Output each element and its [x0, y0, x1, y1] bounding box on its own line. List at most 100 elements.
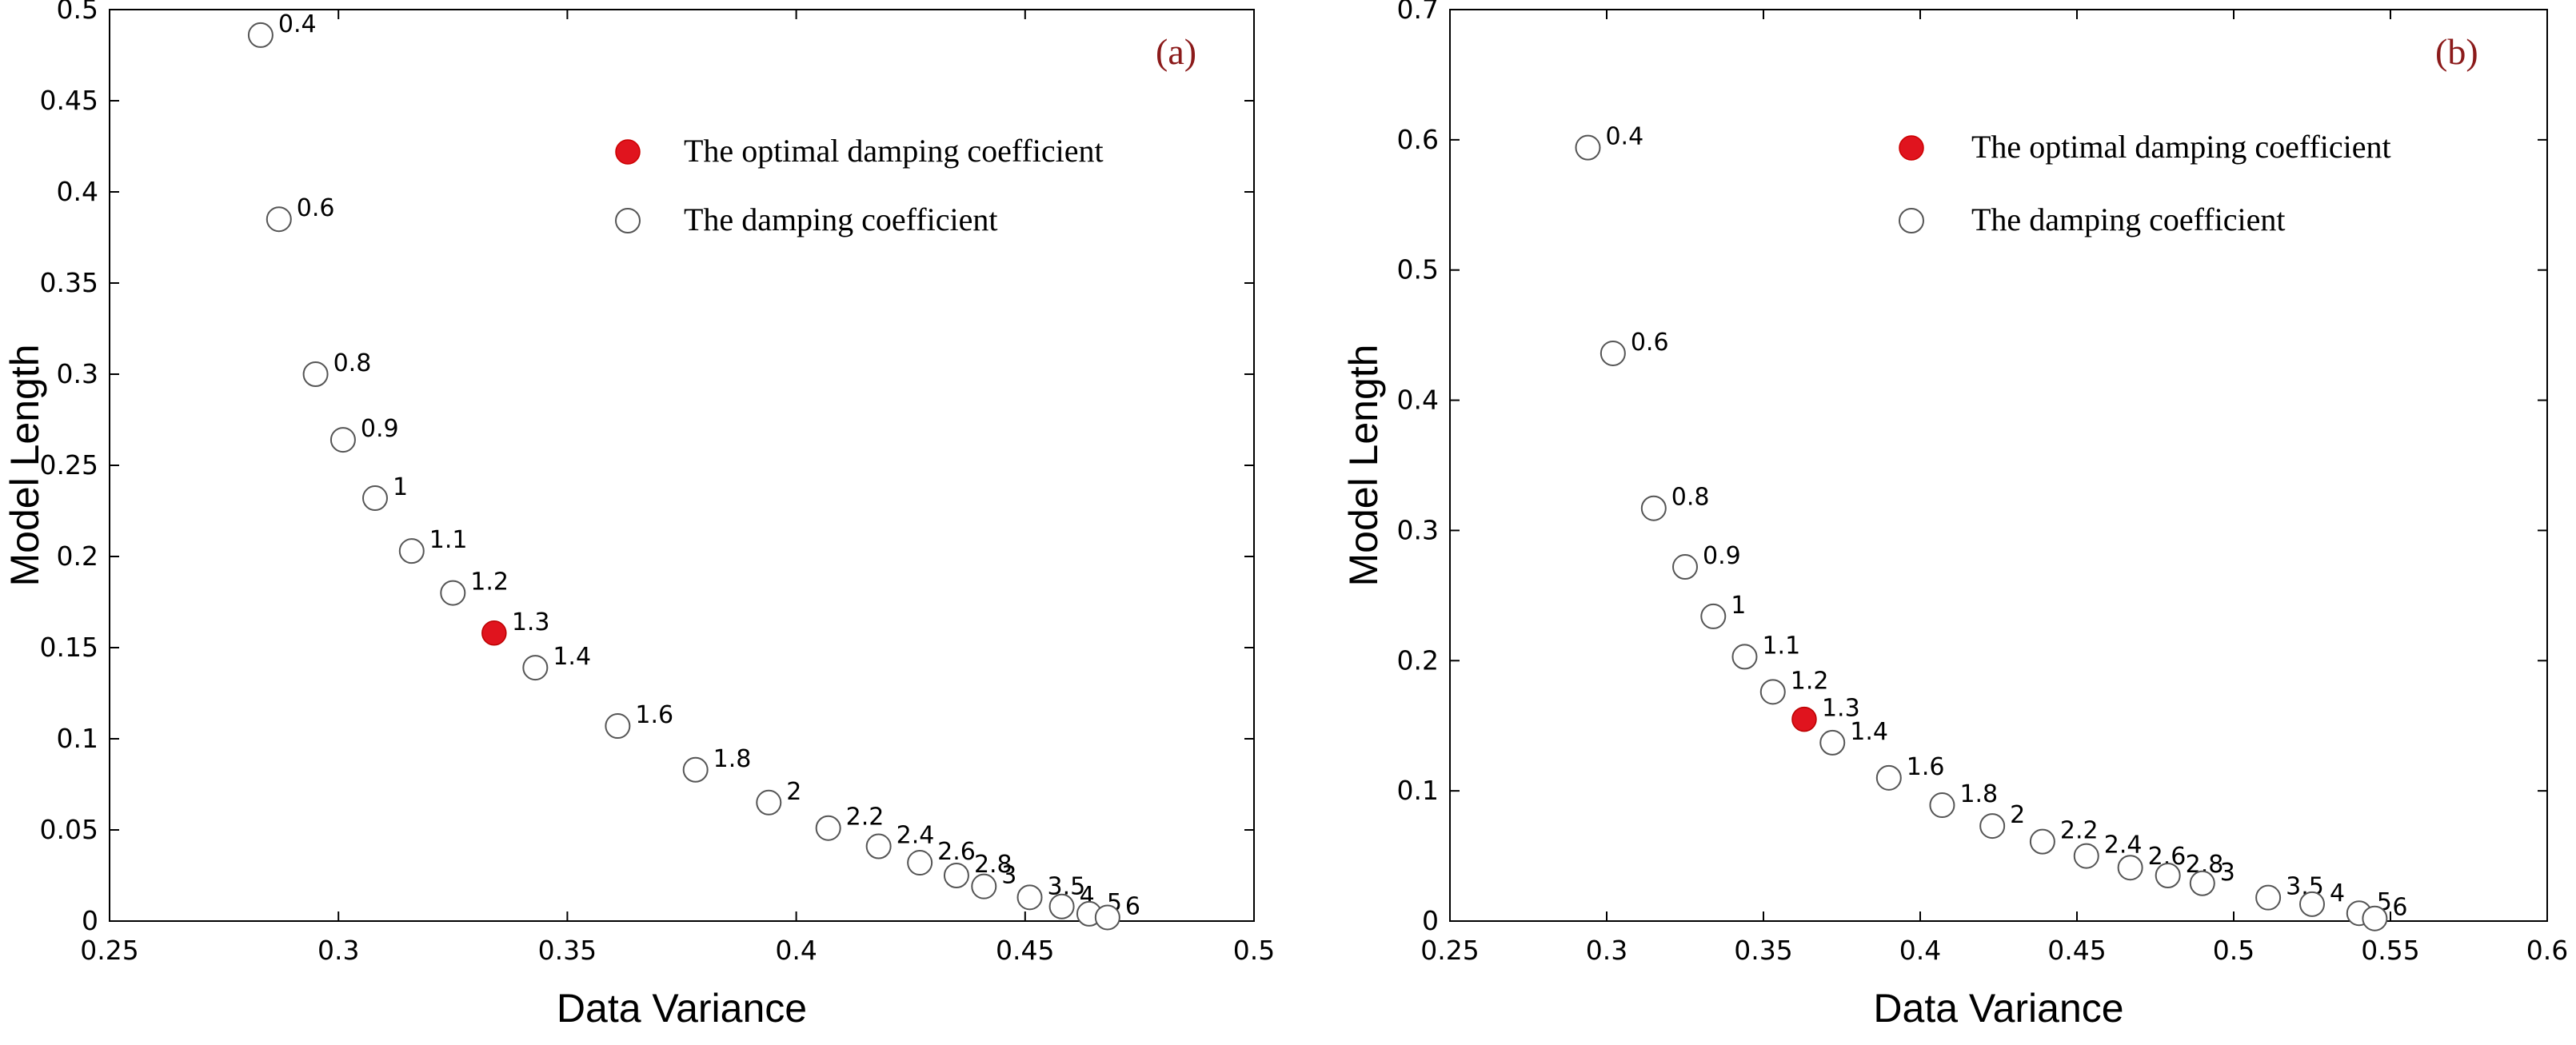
y-tick-label: 0.1 — [57, 723, 98, 754]
data-point — [2299, 891, 2325, 917]
data-point — [1731, 644, 1758, 670]
x-tick-label: 0.5 — [2213, 935, 2254, 966]
data-point-label: 2 — [786, 778, 801, 806]
y-tick-label: 0 — [1422, 905, 1439, 936]
x-tick-label: 0.35 — [1734, 935, 1792, 966]
data-point-optimal — [481, 620, 507, 646]
data-point-label: 2.4 — [2104, 832, 2143, 860]
y-tick-label: 0.5 — [57, 0, 98, 25]
data-point — [943, 863, 969, 888]
y-tick-label: 0.4 — [57, 176, 98, 207]
y-tick-label: 0.6 — [1397, 124, 1439, 155]
y-tick-label: 0.3 — [1397, 514, 1439, 545]
data-point-label: 2.4 — [897, 822, 935, 850]
legend-label: The optimal damping coefficient — [1971, 129, 2391, 165]
data-point-label: 1.1 — [429, 526, 468, 554]
x-tick-label: 0.45 — [2047, 935, 2106, 966]
x-tick-label: 0.25 — [1420, 935, 1479, 966]
data-point-label: 1.2 — [1791, 667, 1829, 695]
data-point — [1048, 893, 1075, 919]
data-point — [1875, 764, 1902, 791]
y-tick-label: 0.35 — [40, 267, 98, 298]
data-point — [1016, 884, 1043, 911]
legend-label: The damping coefficient — [684, 201, 997, 237]
data-point — [1600, 340, 1626, 366]
data-point-label: 1.4 — [553, 643, 591, 671]
data-point-label: 0.8 — [333, 349, 372, 377]
data-point — [1672, 554, 1698, 580]
y-tick-label: 0.15 — [40, 632, 98, 663]
data-point-label: 1.8 — [713, 745, 752, 773]
y-tick-label: 0 — [82, 905, 98, 936]
y-tick-label: 0.2 — [1397, 644, 1439, 676]
y-tick-label: 0.45 — [40, 85, 98, 116]
data-point — [522, 655, 549, 681]
data-point — [1640, 495, 1667, 521]
data-point — [1700, 603, 1727, 629]
legend: The optimal damping coefficient The dampi… — [1899, 129, 2391, 237]
data-point — [2362, 905, 2388, 931]
data-point — [302, 361, 329, 387]
data-point-label: 1.1 — [1762, 632, 1800, 660]
data-point-label: 0.9 — [361, 415, 399, 443]
data-point — [2155, 863, 2181, 888]
panel-label: (a) — [1156, 31, 1196, 72]
plot-frame — [1449, 9, 2548, 922]
data-point — [2029, 828, 2055, 855]
data-point — [2255, 884, 2282, 911]
data-point — [682, 756, 709, 783]
y-tick-label: 0.05 — [40, 814, 98, 845]
x-tick-label: 0.25 — [80, 935, 138, 966]
legend-marker-optimal — [1899, 135, 1924, 161]
x-tick-label: 0.4 — [775, 935, 817, 966]
data-point — [865, 833, 892, 860]
data-point-label: 1 — [1731, 592, 1746, 620]
legend-label: The damping coefficient — [1971, 201, 2285, 237]
panel-a: 0.25 0.3 0.35 0.4 0.45 0.5 0 0.05 0.1 0.15 0.2 0.25… — [2, 0, 1275, 1031]
data-point-label: 1.8 — [1959, 780, 1998, 808]
x-tick-label: 0.6 — [2526, 935, 2568, 966]
data-point-label: 2 — [2010, 801, 2025, 829]
legend: The optimal damping coefficient The dampi… — [615, 133, 1104, 237]
data-point-label: 1.6 — [1907, 753, 1945, 781]
panel-b: 0.25 0.3 0.35 0.4 0.45 0.5 0.55 0.6 0 0.1 0.2 0.3 0.… — [1341, 0, 2568, 1031]
x-tick-label: 0.4 — [1899, 935, 1941, 966]
y-axis-title: Model Length — [2, 344, 47, 586]
data-point-label: 1.4 — [1850, 718, 1888, 746]
data-point-label: 1.2 — [470, 568, 509, 596]
data-point — [605, 713, 631, 740]
data-point-label: 2.2 — [2060, 817, 2099, 845]
y-tick-label: 0.7 — [1397, 0, 1439, 25]
legend-label: The optimal damping coefficient — [684, 133, 1104, 169]
y-tick-label: 0.5 — [1397, 254, 1439, 285]
y-tick-label: 0.3 — [57, 358, 98, 389]
x-tick-label: 0.3 — [1586, 935, 1627, 966]
data-point — [1575, 134, 1601, 161]
data-point-label: 0.6 — [297, 194, 335, 222]
x-tick-label: 0.3 — [318, 935, 359, 966]
data-point-label: 6 — [2392, 894, 2407, 922]
y-tick-label: 0.25 — [40, 449, 98, 481]
x-axis-title: Data Variance — [1873, 986, 2123, 1031]
data-point-label: 2.8 — [974, 851, 1012, 879]
x-tick-label: 0.45 — [996, 935, 1054, 966]
data-point-label: 1.3 — [512, 608, 550, 636]
data-point — [2189, 870, 2215, 896]
data-point-label: 1.6 — [635, 701, 673, 729]
y-tick-label: 0.4 — [1397, 385, 1439, 416]
legend-marker-damping — [1899, 208, 1924, 233]
data-point-label: 0.4 — [278, 10, 317, 38]
data-point — [361, 485, 388, 512]
x-axis-title: Data Variance — [557, 986, 807, 1031]
data-point-label: 0.9 — [1703, 542, 1741, 570]
data-point — [1819, 729, 1846, 756]
data-point — [1979, 813, 2006, 840]
data-point — [440, 580, 466, 606]
data-point-label: 1.3 — [1822, 695, 1860, 723]
legend-marker-damping — [615, 208, 641, 233]
data-point — [398, 538, 425, 564]
x-tick-label: 0.55 — [2361, 935, 2419, 966]
data-point — [815, 815, 841, 841]
data-point-label: 0.6 — [1631, 329, 1669, 357]
data-point — [1759, 679, 1786, 705]
